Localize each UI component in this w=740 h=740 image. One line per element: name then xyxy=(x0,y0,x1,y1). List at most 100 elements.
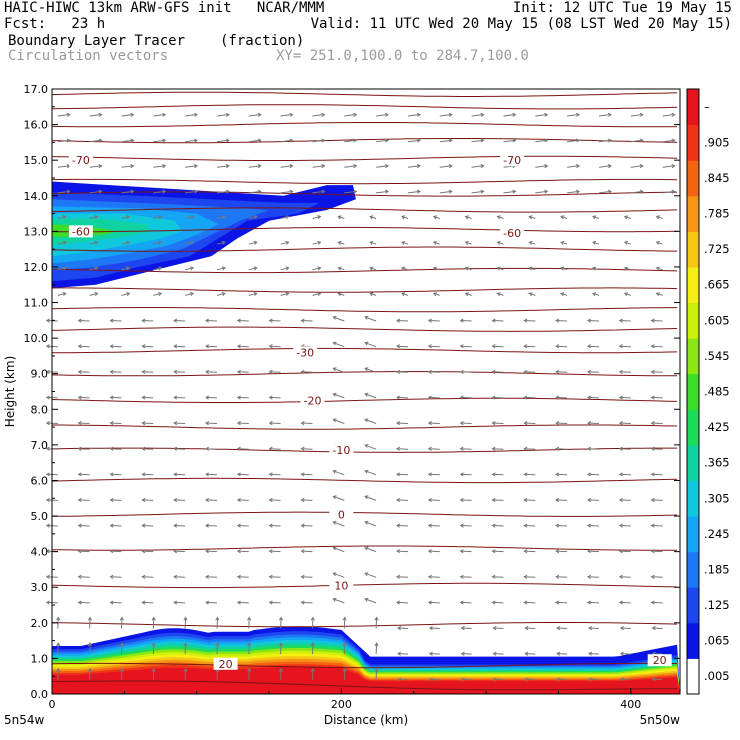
circulation-vector xyxy=(333,572,345,578)
circulation-vector-head xyxy=(523,472,528,477)
circulation-vector xyxy=(89,617,91,629)
circulation-vector-head xyxy=(268,549,273,554)
circulation-vector-head xyxy=(193,189,199,194)
theta-contour-line xyxy=(51,91,678,97)
circulation-vector-head xyxy=(300,549,305,554)
circulation-vector-head xyxy=(397,651,402,656)
circulation-vector-head xyxy=(236,497,241,503)
circulation-vector xyxy=(396,422,409,424)
circulation-vector xyxy=(301,550,313,553)
circulation-vector-head xyxy=(416,112,422,117)
circulation-vector xyxy=(619,499,631,501)
circulation-vector xyxy=(556,448,568,450)
circulation-vector xyxy=(567,165,580,168)
circulation-vector xyxy=(57,267,66,271)
colorbar-label: .365 xyxy=(704,456,730,470)
circulation-vector-head xyxy=(655,215,660,220)
circulation-vector xyxy=(465,292,472,296)
circulation-vector-head xyxy=(619,626,624,631)
circulation-vector xyxy=(428,448,440,450)
circulation-vector xyxy=(524,525,536,527)
circulation-vector-head xyxy=(141,472,146,477)
circulation-vector xyxy=(205,601,218,604)
contour-label: -60 xyxy=(503,227,521,240)
circulation-vector-head xyxy=(332,572,337,577)
circulation-vector-head xyxy=(555,574,560,579)
circulation-vector-head xyxy=(491,395,496,400)
circulation-vector xyxy=(248,241,257,245)
circulation-vector-head xyxy=(268,574,273,579)
circulation-vector-head xyxy=(300,574,305,579)
circulation-vector-head xyxy=(364,341,369,346)
circulation-vector-head xyxy=(459,523,464,528)
y-tick-label: 17.0 xyxy=(24,83,49,96)
circulation-vector-head xyxy=(321,138,326,143)
circulation-vector xyxy=(78,422,90,424)
circulation-vector xyxy=(174,422,186,424)
theta-contour-line xyxy=(51,662,678,669)
circulation-vector-head xyxy=(459,472,464,477)
circulation-vector xyxy=(142,345,154,348)
circulation-vector-head xyxy=(397,677,402,682)
circulation-vector-head xyxy=(427,344,432,349)
circulation-vector xyxy=(364,367,377,373)
circulation-vector xyxy=(567,190,580,194)
circulation-vector xyxy=(205,499,218,501)
circulation-vector-head xyxy=(587,523,592,528)
circulation-vector xyxy=(556,422,568,424)
left-corner-label: 5n54w xyxy=(4,713,45,727)
circulation-vector-head xyxy=(268,472,273,477)
circulation-vector-head xyxy=(619,677,624,682)
circulation-vector-head xyxy=(300,497,305,503)
circulation-vector xyxy=(460,473,472,476)
circulation-vector xyxy=(205,448,218,450)
circulation-vector-head xyxy=(496,241,501,245)
circulation-vector-head xyxy=(173,574,178,579)
circulation-vector xyxy=(57,139,70,143)
y-tick-label: 13.0 xyxy=(24,225,49,238)
circulation-vector xyxy=(656,267,663,271)
circulation-vector xyxy=(369,216,377,219)
circulation-vector xyxy=(312,114,325,117)
circulation-vector xyxy=(312,165,325,168)
circulation-vector xyxy=(375,617,378,629)
circulation-vector xyxy=(110,396,122,399)
circulation-vector-head xyxy=(364,572,369,577)
circulation-vector xyxy=(492,525,504,527)
circulation-vector xyxy=(184,643,187,655)
circulation-vector-head xyxy=(130,112,135,117)
circulation-vector-head xyxy=(45,574,50,579)
circulation-vector xyxy=(497,216,504,219)
circulation-vector xyxy=(152,668,155,680)
circulation-vector xyxy=(556,320,568,322)
circulation-vector-head xyxy=(173,549,178,554)
circulation-vector-head xyxy=(523,369,528,375)
circulation-vector xyxy=(652,678,663,681)
circulation-vector-head xyxy=(427,318,432,323)
circulation-vector-head xyxy=(183,642,188,647)
circulation-vector-head xyxy=(459,574,464,579)
circulation-vector xyxy=(152,643,155,655)
contour-label-bg xyxy=(647,654,672,667)
circulation-vector-head xyxy=(491,318,496,323)
circulation-vector-head xyxy=(555,344,560,349)
field-name: Boundary Layer Tracer xyxy=(8,33,186,49)
circulation-vector xyxy=(652,627,663,629)
circulation-vector xyxy=(269,422,281,424)
circulation-vector-head xyxy=(364,444,369,448)
circulation-vector-head xyxy=(278,616,284,621)
colorbar-swatch xyxy=(687,409,699,446)
circulation-vector-head xyxy=(592,266,597,271)
y-tick-label: 5.0 xyxy=(31,510,49,523)
circulation-vector-head xyxy=(158,215,163,220)
circulation-vector xyxy=(333,521,345,527)
circulation-vector-head xyxy=(205,549,210,554)
circulation-vector xyxy=(529,216,536,219)
colorbar-swatch xyxy=(687,302,699,339)
circulation-vector-head xyxy=(639,112,644,117)
circulation-vector xyxy=(396,473,409,476)
vector-name: Circulation vectors xyxy=(8,48,169,64)
circulation-vector xyxy=(333,316,345,322)
circulation-vector-head xyxy=(480,189,485,194)
circulation-vector xyxy=(624,241,631,245)
